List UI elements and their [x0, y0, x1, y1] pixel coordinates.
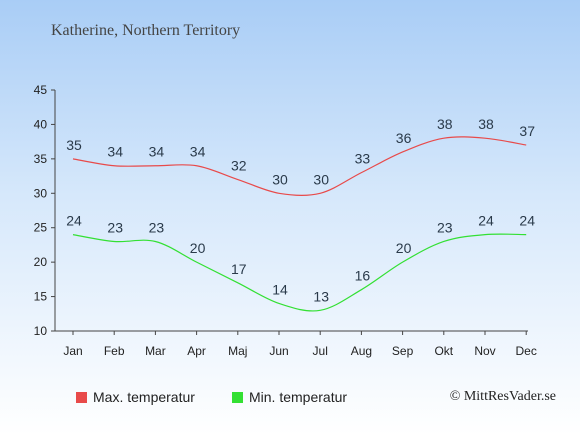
x-tick-label: Jan — [63, 344, 82, 358]
min-data-label: 24 — [478, 213, 494, 229]
max-data-label: 38 — [437, 116, 453, 132]
legend-label-min: Min. temperatur — [249, 389, 348, 405]
x-tick-label: Dec — [516, 344, 537, 358]
max-data-label: 30 — [313, 171, 329, 187]
min-data-label: 14 — [272, 281, 288, 297]
max-data-label: 30 — [272, 171, 288, 187]
max-data-label: 36 — [396, 130, 412, 146]
max-data-label: 34 — [107, 144, 123, 160]
x-tick-label: Okt — [434, 344, 453, 358]
y-tick-label: 25 — [34, 221, 48, 235]
max-data-label: 34 — [149, 144, 165, 160]
max-temperature-line — [72, 136, 527, 197]
y-tick-label: 10 — [34, 324, 48, 338]
chart-title: Katherine, Northern Territory — [51, 22, 241, 39]
y-tick-label: 40 — [34, 117, 48, 131]
x-tick-label: Mar — [145, 344, 166, 358]
max-data-label: 35 — [66, 137, 82, 153]
min-data-label: 24 — [66, 213, 82, 229]
y-tick-label: 20 — [34, 255, 48, 269]
min-data-label: 20 — [190, 240, 206, 256]
min-data-label: 16 — [355, 268, 371, 284]
y-tick-label: 30 — [34, 186, 48, 200]
min-data-label: 20 — [396, 240, 412, 256]
min-data-label: 24 — [519, 213, 535, 229]
legend-item-min: Min. temperatur — [232, 389, 347, 405]
max-data-label: 38 — [478, 116, 494, 132]
x-tick-label: Apr — [187, 344, 206, 358]
max-data-label: 32 — [231, 158, 247, 174]
min-data-label: 13 — [313, 288, 329, 304]
credit-text: © MittResVader.se — [449, 389, 556, 404]
y-tick-label: 45 — [34, 83, 48, 97]
x-tick-label: Jun — [269, 344, 288, 358]
legend-label-max: Max. temperatur — [93, 389, 195, 405]
y-tick-label: 35 — [34, 152, 48, 166]
legend-item-max: Max. temperatur — [76, 389, 195, 405]
min-data-label: 23 — [149, 219, 165, 235]
legend-swatch-min — [232, 391, 243, 403]
max-data-label: 34 — [190, 144, 206, 160]
x-tick-label: Maj — [228, 344, 247, 358]
x-tick-label: Jul — [313, 344, 328, 358]
y-tick-label: 15 — [34, 290, 48, 304]
min-temperature-line — [72, 233, 527, 312]
min-data-label: 23 — [437, 219, 453, 235]
legend-swatch-max — [76, 391, 87, 403]
x-tick-label: Sep — [392, 344, 414, 358]
min-data-label: 23 — [107, 219, 123, 235]
x-tick-label: Aug — [351, 344, 372, 358]
max-data-label: 37 — [519, 123, 535, 139]
max-data-label: 33 — [355, 151, 371, 167]
x-tick-label: Feb — [104, 344, 125, 358]
min-data-label: 17 — [231, 261, 247, 277]
x-tick-label: Nov — [474, 344, 495, 358]
